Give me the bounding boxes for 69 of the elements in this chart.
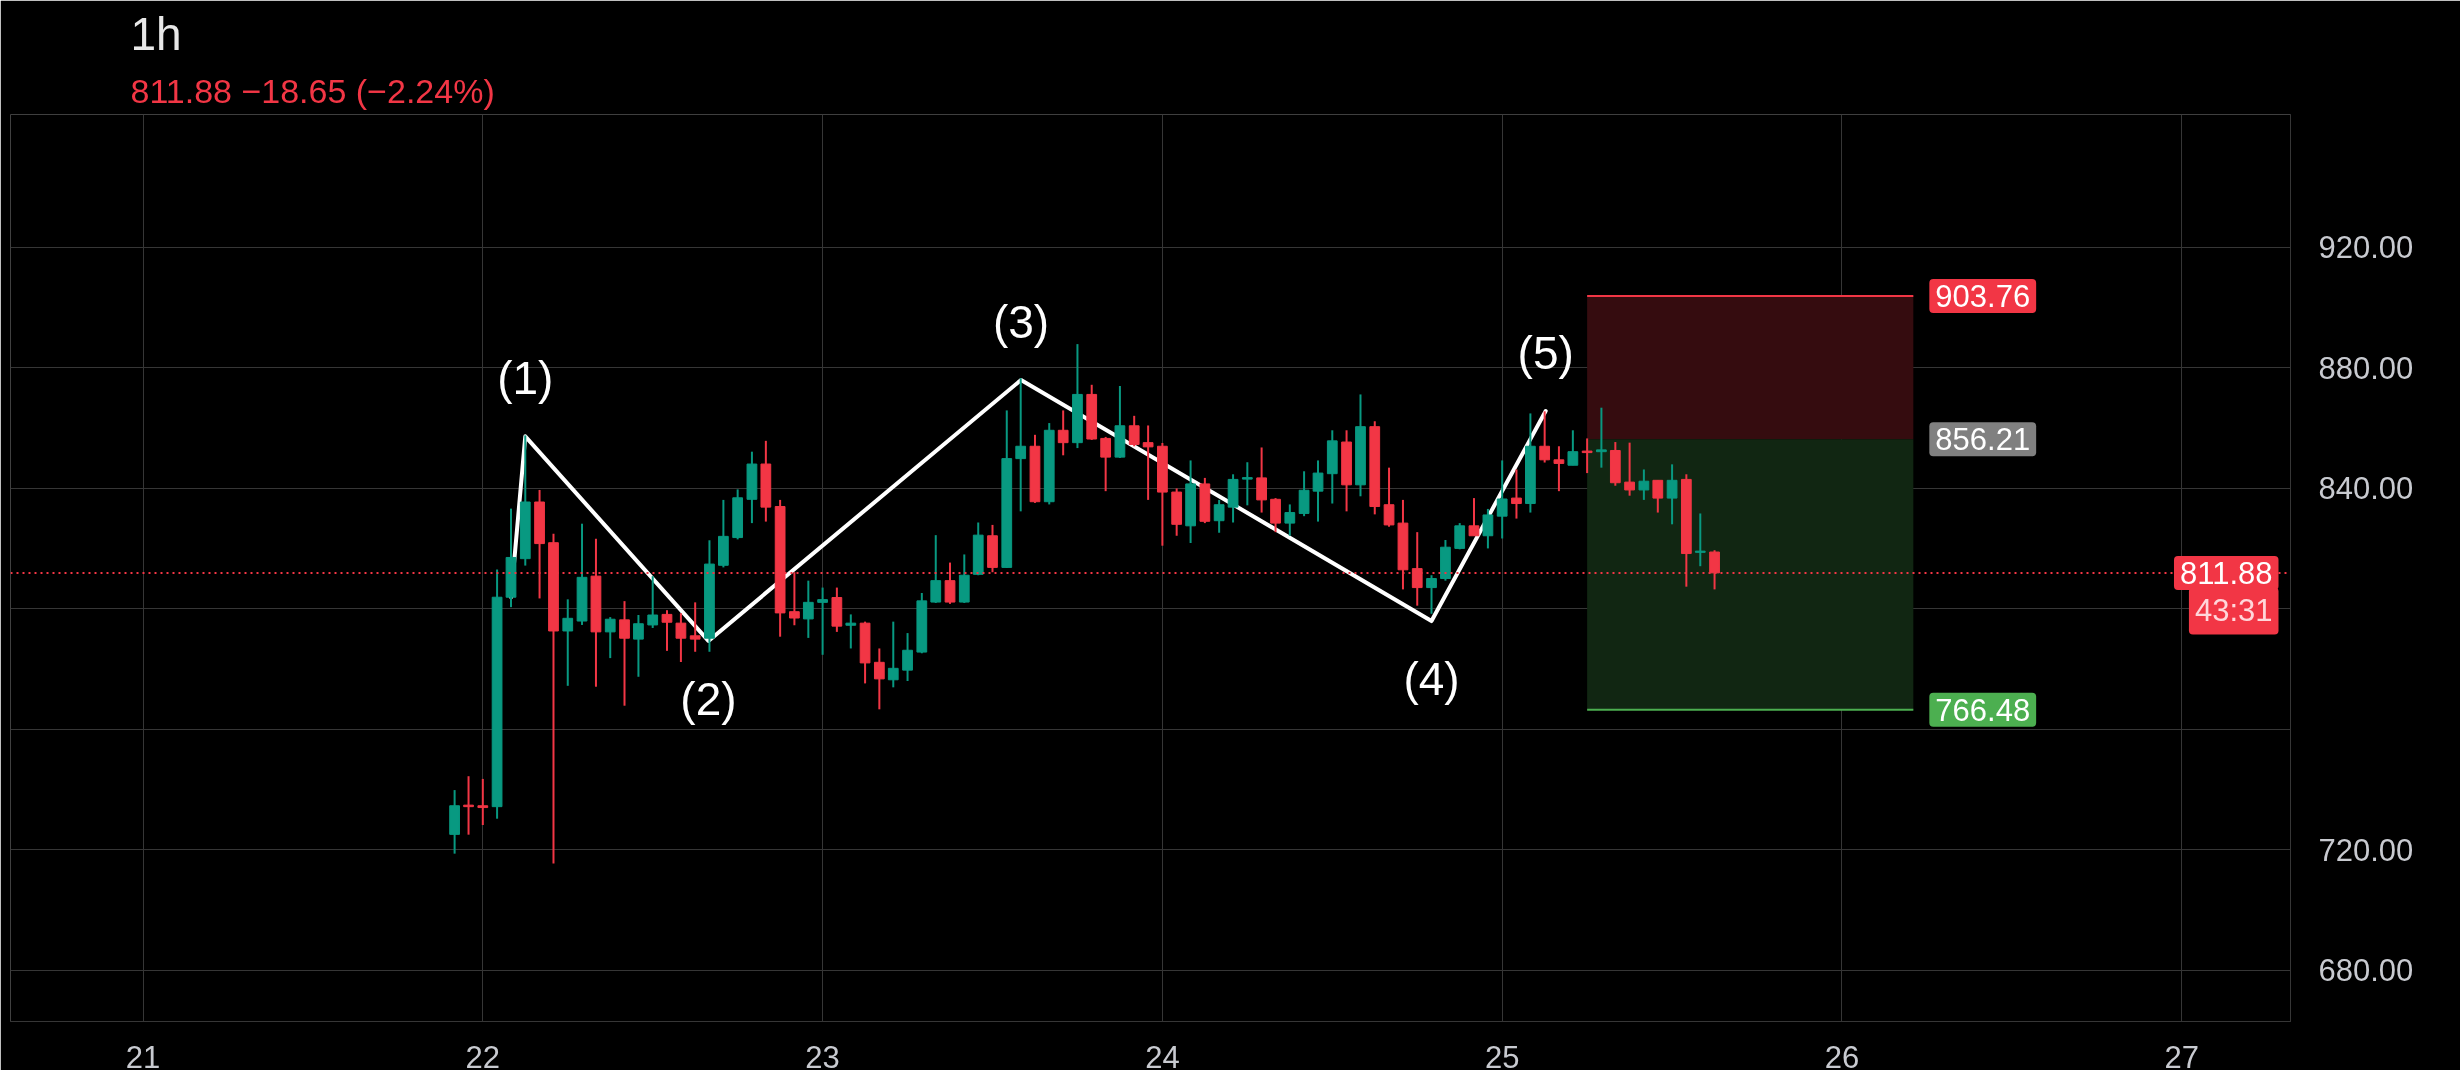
chart-title: 1h [130,7,182,60]
candlestick [1454,522,1466,551]
candlestick [619,600,630,707]
candlestick [1496,459,1508,540]
x-tick-label: 23 [805,1039,840,1075]
candlestick [1057,409,1069,457]
candlestick [689,601,701,653]
candlestick [902,632,913,682]
x-tick-label: 27 [2164,1039,2200,1075]
candlestick [1652,479,1664,514]
y-tick-label: 720.00 [2318,832,2414,868]
x-tick-label: 24 [1145,1039,1180,1075]
candlestick [562,598,574,687]
y-tick-label: 680.00 [2318,953,2414,989]
ref-line-label: 811.88 43:31 [2179,555,2273,629]
x-tick-label: 21 [125,1039,161,1075]
candlestick [647,575,659,629]
annotation: (1) [497,352,554,405]
candlestick [1213,498,1225,534]
x-tick-label: 26 [1824,1039,1860,1075]
y-tick-label: 880.00 [2318,350,2414,386]
candlestick [661,609,673,652]
candlestick [1694,512,1706,568]
candlestick [1511,468,1522,520]
candlestick [1539,410,1551,464]
annotation: (4) [1403,653,1460,706]
candlestick [1482,507,1494,550]
y-tick-label: 840.00 [2318,471,2414,507]
data-label: 766.48 [1935,692,2031,728]
candlestick [477,777,489,827]
candlestick [1241,461,1253,507]
candlestick [675,612,687,664]
candlestick [1383,466,1395,528]
chart-subtitle: 811.88 −18.65 (−2.24%) [130,71,495,110]
candlestick [1270,497,1281,534]
candlestick [873,647,885,711]
candlestick [1426,574,1437,615]
candlestick [1553,445,1565,493]
x-tick-label: 25 [1484,1039,1520,1075]
candlestick [1100,435,1112,493]
annotation: 856.21 [1935,422,2031,458]
candlestick [1581,437,1593,475]
candlestick [845,613,857,650]
candlestick [1128,414,1140,448]
candlestick [1142,424,1154,501]
annotation: (3) [992,295,1050,348]
annotation: (2) [680,672,737,725]
x-tick-label: 22 [465,1039,501,1075]
candlestick [1624,441,1635,497]
candlestick [817,586,828,656]
candlestick [633,614,644,678]
data-label: 903.76 [1935,279,2031,315]
candlestick [1666,463,1678,526]
candlestick [887,620,899,689]
candlestick [1015,377,1027,513]
candlestick [930,534,942,604]
candlestick [802,579,814,639]
candlestick [1284,503,1296,537]
candlestick [1256,446,1267,514]
candlestick [1638,468,1650,501]
candlestick [1298,470,1310,518]
candlestick [1596,406,1607,469]
candlestick [463,775,474,836]
y-tick-label: 920.00 [2318,230,2414,266]
candlestick [1567,429,1579,467]
annotation: (5) [1517,327,1574,380]
candlestick [1312,459,1324,523]
candlestick [1468,497,1480,537]
candlestick [604,616,616,660]
